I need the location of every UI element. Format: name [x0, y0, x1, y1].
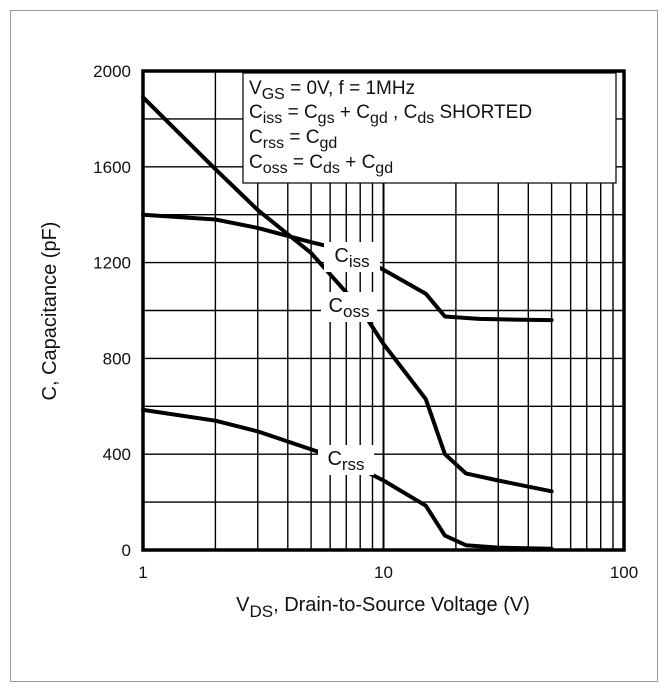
y-tick-label: 800: [103, 349, 131, 368]
series-layer: Ciss Coss Crss: [141, 95, 554, 551]
legend-line: Ciss = Cgs + Cgd , Cds SHORTED: [249, 102, 532, 127]
plot-area-border: [141, 69, 626, 552]
series-ciss-line: [141, 212, 554, 323]
y-axis-label: C, Capacitance (pF): [39, 222, 61, 401]
series-label-background: [318, 445, 374, 475]
legend-box: [242, 72, 617, 184]
x-tick-label: 10: [374, 563, 393, 582]
y-tick-label: 1200: [93, 254, 131, 273]
y-tick-label: 400: [103, 445, 131, 464]
legend-line: Coss = Cds + Cgd: [249, 152, 393, 177]
series-coss-label: Coss: [329, 295, 370, 321]
legend-line: VGS = 0V, f = 1MHz: [249, 78, 415, 103]
x-tick-label: 100: [610, 563, 638, 582]
y-tick-label: 1600: [93, 158, 131, 177]
series-coss-line: [141, 95, 554, 494]
legend-line: Crss = Cgd: [249, 127, 337, 152]
y-tick-label: 0: [122, 541, 131, 560]
series-label-background: [324, 242, 380, 272]
x-tick-label: 1: [138, 563, 147, 582]
series-ciss-label: Ciss: [334, 245, 369, 271]
y-tick-label: 2000: [93, 62, 131, 81]
series-crss-line: [141, 407, 554, 551]
series-label-background: [321, 292, 377, 322]
series-crss-label: Crss: [327, 448, 364, 474]
tick-labels: 0 400 800 1200 1600 2000 1 10 100: [93, 62, 638, 582]
x-axis-label: VDS, Drain-to-Source Voltage (V): [236, 594, 530, 621]
